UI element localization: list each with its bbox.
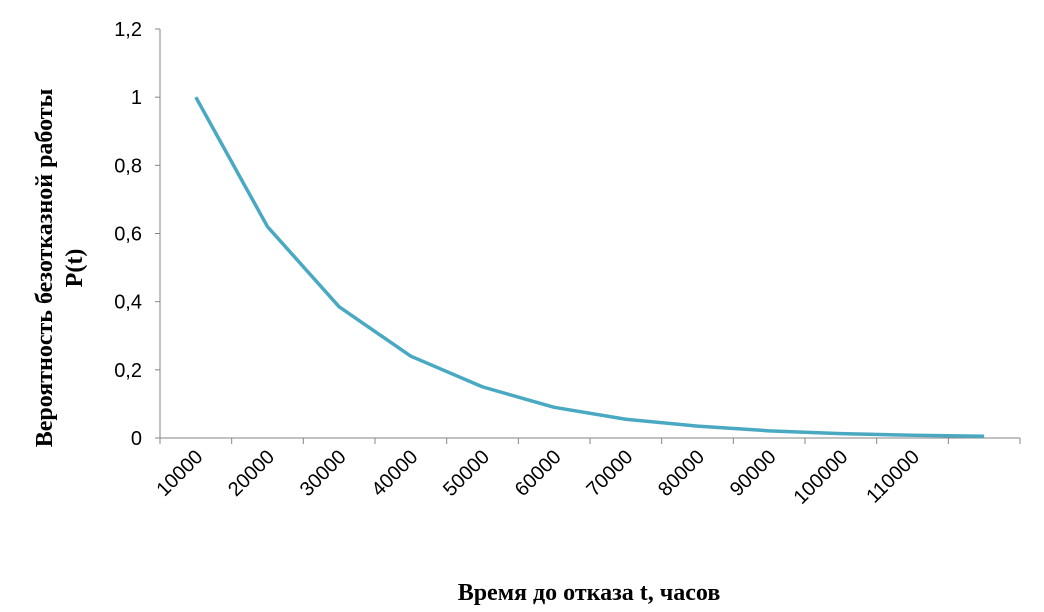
- x-tick-label: 70000: [582, 446, 637, 501]
- x-tick-label: 90000: [726, 446, 781, 501]
- x-tick-label: 60000: [511, 446, 566, 501]
- x-tick-label: 110000: [862, 446, 924, 508]
- y-tick-label: 0,4: [114, 292, 142, 314]
- x-tick-label: 20000: [224, 446, 279, 501]
- line-series: [194, 96, 985, 439]
- y-tick-label: 0,8: [114, 155, 142, 177]
- y-tick-label: 1: [131, 87, 142, 109]
- y-axis-title-line: P(t): [62, 249, 88, 288]
- x-tick-label: 100000: [790, 446, 853, 509]
- y-tick-label: 0,2: [114, 360, 142, 382]
- x-axis-title: Время до отказа t, часов: [458, 580, 721, 606]
- x-tick-label: 30000: [296, 446, 351, 501]
- x-tick-label: 80000: [654, 446, 709, 501]
- y-axis-title-line: Вероятность безотказной работы: [32, 88, 58, 447]
- x-tick-label: 40000: [367, 446, 422, 501]
- x-tick-label: 10000: [152, 446, 207, 501]
- y-tick-label: 1,2: [114, 19, 142, 41]
- y-tick-label: 0: [131, 428, 142, 450]
- x-tick-label: 50000: [439, 446, 494, 501]
- y-tick-label: 0,6: [114, 224, 142, 246]
- y-axis-title: Вероятность безотказной работы P(t): [32, 88, 88, 447]
